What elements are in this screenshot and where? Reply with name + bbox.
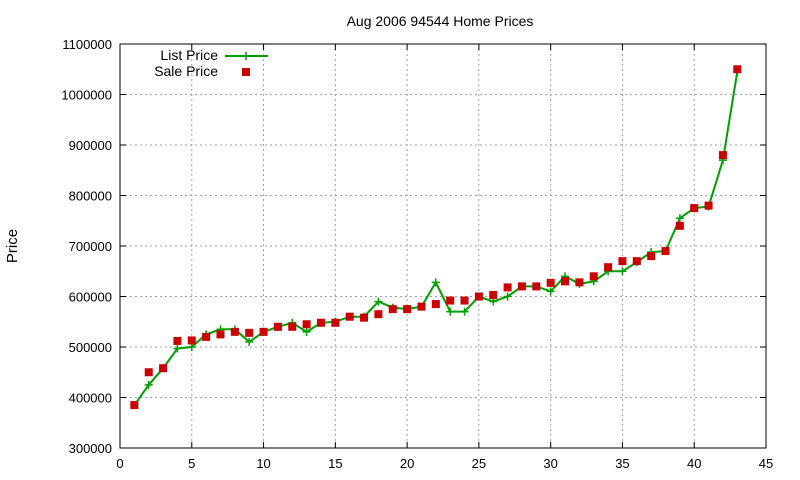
sale-price-point [517, 282, 526, 291]
sale-price-point [417, 302, 426, 311]
sale-price-point [589, 272, 598, 281]
list-price-point [675, 214, 684, 223]
sale-price-point [259, 327, 268, 336]
sale-price-point [187, 336, 196, 345]
sale-price-point [647, 252, 656, 261]
sale-price-point [546, 278, 555, 287]
list-price-point [245, 337, 254, 346]
sale-price-point [733, 65, 742, 74]
list-price-point [618, 267, 627, 276]
sale-price-point [216, 330, 225, 339]
y-tick-label: 700000 [69, 239, 112, 254]
plot-frame [119, 43, 767, 449]
y-axis-label: Price [4, 229, 21, 263]
x-tick-label: 20 [400, 456, 414, 471]
sale-price-point [460, 296, 469, 305]
sale-price-point [690, 204, 699, 213]
sale-price-point [302, 320, 311, 329]
x-tick-label: 30 [543, 456, 557, 471]
x-tick-label: 40 [687, 456, 701, 471]
sale-price-point [561, 277, 570, 286]
legend: List Price Sale Price [154, 47, 268, 79]
x-tick-label: 0 [116, 456, 123, 471]
y-tick-label: 400000 [69, 391, 112, 406]
sale-price-point [532, 282, 541, 291]
list-price-point [374, 297, 383, 306]
legend-plus-glyph [242, 52, 250, 60]
sale-price-point [388, 305, 397, 314]
chart-title: Aug 2006 94544 Home Prices [347, 13, 534, 29]
sale-price-point [675, 221, 684, 230]
legend-marker-sale-price [242, 68, 250, 76]
legend-label-sale-price: Sale Price [154, 63, 218, 79]
sale-price-point [431, 300, 440, 309]
list-price-point [173, 344, 182, 353]
list-price-point [446, 307, 455, 316]
sale-price-point [446, 296, 455, 305]
list-price-point [431, 278, 440, 287]
sale-price-point [230, 327, 239, 336]
sale-price-point [489, 290, 498, 299]
sale-price-point [374, 310, 383, 319]
x-tick-label: 35 [615, 456, 629, 471]
list-price-line [133, 71, 739, 406]
sale-price-point [316, 318, 325, 327]
y-tick-label: 800000 [69, 189, 112, 204]
sale-price-point [575, 278, 584, 287]
list-price-point [546, 287, 555, 296]
sale-price-point [202, 332, 211, 341]
list-price-point [503, 292, 512, 301]
list-price-point [144, 380, 153, 389]
legend-label-list-price: List Price [160, 47, 218, 63]
sale-price-point [403, 305, 412, 314]
sale-price-point [632, 257, 641, 266]
x-tick-label: 5 [188, 456, 195, 471]
y-tick-label: 1000000 [61, 88, 112, 103]
sale-price-point [159, 364, 168, 373]
y-tick-label: 500000 [69, 340, 112, 355]
legend-marker-list-price [242, 52, 250, 60]
sale-price-point [618, 257, 627, 266]
sale-price-point [245, 328, 254, 337]
y-tick-label: 1100000 [62, 37, 112, 52]
y-tick-label: 300000 [69, 441, 112, 456]
sale-price-point [360, 313, 369, 322]
list-price-point [302, 327, 311, 336]
x-tick-label: 25 [472, 456, 486, 471]
sale-price-point [288, 322, 297, 331]
series-layer [130, 65, 742, 410]
sale-price-point [130, 401, 139, 410]
x-tick-label: 10 [256, 456, 270, 471]
sale-price-point [345, 312, 354, 321]
sale-price-point [503, 283, 512, 292]
sale-price-point [474, 292, 483, 301]
sale-price-point [144, 368, 153, 377]
axis-ticks: 300000 400000 500000 600000 700000 800000 9000… [61, 37, 773, 471]
sale-price-point [661, 247, 670, 256]
sale-price-point [173, 336, 182, 345]
sale-price-point [718, 151, 727, 160]
x-tick-label: 45 [759, 456, 773, 471]
y-tick-label: 600000 [69, 290, 112, 305]
grid-lines [120, 44, 766, 448]
sale-price-point [704, 201, 713, 210]
y-tick-label: 900000 [69, 138, 112, 153]
sale-price-point [273, 322, 282, 331]
sale-price-point [331, 318, 340, 327]
list-price-point [460, 307, 469, 316]
sale-price-point [604, 263, 613, 272]
x-tick-label: 15 [328, 456, 342, 471]
